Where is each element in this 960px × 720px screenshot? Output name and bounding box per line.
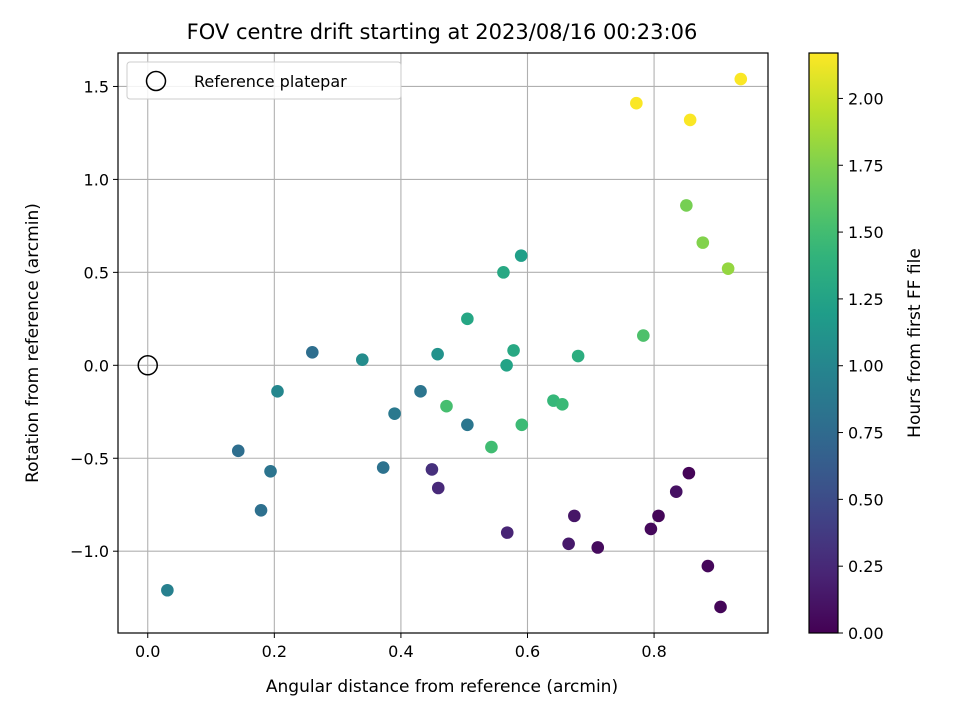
y-tick-label: 0.5: [84, 263, 109, 282]
legend: Reference platepar: [126, 61, 402, 100]
data-point: [683, 113, 697, 127]
data-point: [591, 541, 605, 554]
x-tick-label: 0.0: [135, 642, 160, 661]
data-point: [637, 329, 650, 342]
axes: 0.0 0.2 0.4 0.6 0.8 −1.0 −0.5 0.0 0.5 1.0 1.5: [70, 52, 769, 661]
colorbar-tick-label: 0.75: [848, 424, 884, 443]
legend-box: [126, 61, 402, 100]
data-point: [414, 385, 427, 398]
x-tick-label: 0.6: [515, 642, 540, 661]
data-point: [440, 399, 453, 413]
data-point: [721, 262, 735, 275]
data-point: [254, 504, 268, 517]
data-point: [714, 600, 727, 614]
colorbar-tick-label: 0.25: [848, 557, 884, 576]
y-tick-label: 1.0: [84, 170, 109, 189]
x-axis-label: Angular distance from reference (arcmin): [266, 677, 618, 697]
data-point: [161, 583, 174, 597]
data-point: [497, 266, 510, 279]
plot-frame: [117, 52, 769, 634]
data-point: [461, 312, 474, 326]
data-point: [388, 407, 401, 420]
y-tick-label: 1.5: [84, 77, 109, 96]
data-point: [514, 249, 528, 262]
data-point: [231, 444, 245, 458]
data-point: [571, 349, 585, 363]
colorbar-tick-label: 2.00: [848, 89, 884, 108]
x-tick-label: 0.4: [388, 642, 413, 661]
data-point: [568, 509, 581, 523]
legend-open-circle-marker: [145, 70, 167, 92]
data-point: [644, 522, 658, 536]
data-point: [680, 199, 693, 212]
data-point: [701, 559, 715, 573]
data-point: [431, 481, 445, 495]
data-point: [461, 418, 474, 432]
data-point: [264, 464, 277, 478]
data-point: [562, 537, 575, 551]
data-point: [376, 461, 390, 474]
colorbar-tick-label: 1.00: [848, 357, 884, 376]
data-point: [485, 440, 498, 454]
data-point: [734, 72, 748, 86]
y-tick-label: −1.0: [70, 542, 109, 561]
colorbar-gradient: [808, 52, 839, 634]
data-point: [306, 345, 319, 359]
reference-platepar-marker: [137, 355, 158, 376]
data-point: [500, 359, 513, 372]
data-point: [556, 398, 569, 411]
data-point: [425, 463, 439, 476]
colorbar: 0.00 0.25 0.50 0.75 1.00 1.25 1.50 1.75 2.00: [808, 52, 884, 643]
chart-title: FOV centre drift starting at 2023/08/16 …: [187, 20, 698, 44]
colorbar-tick-label: 1.50: [848, 223, 884, 242]
legend-label: Reference platepar: [194, 72, 347, 91]
data-points: [137, 72, 748, 614]
data-point: [630, 96, 643, 110]
y-tick-label: 0.0: [84, 356, 109, 375]
x-tick-label: 0.2: [262, 642, 287, 661]
data-point: [669, 485, 683, 499]
colorbar-tick-label: 1.25: [848, 290, 884, 309]
colorbar-tick-label: 0.00: [848, 624, 884, 643]
colorbar-tick-label: 1.75: [848, 156, 884, 175]
data-point: [515, 418, 529, 432]
y-tick-label: −0.5: [70, 449, 109, 468]
x-tick-label: 0.8: [641, 642, 666, 661]
data-point: [431, 347, 444, 361]
data-point: [356, 353, 369, 367]
data-point: [682, 466, 696, 480]
y-axis-label: Rotation from reference (arcmin): [23, 203, 43, 483]
data-point: [652, 509, 665, 523]
grid-lines: [118, 53, 768, 633]
data-point: [696, 236, 710, 249]
colorbar-label: Hours from first FF file: [905, 248, 925, 438]
data-point: [507, 344, 520, 357]
data-point: [500, 526, 514, 539]
data-point: [271, 385, 284, 398]
colorbar-tick-label: 0.50: [848, 490, 884, 509]
